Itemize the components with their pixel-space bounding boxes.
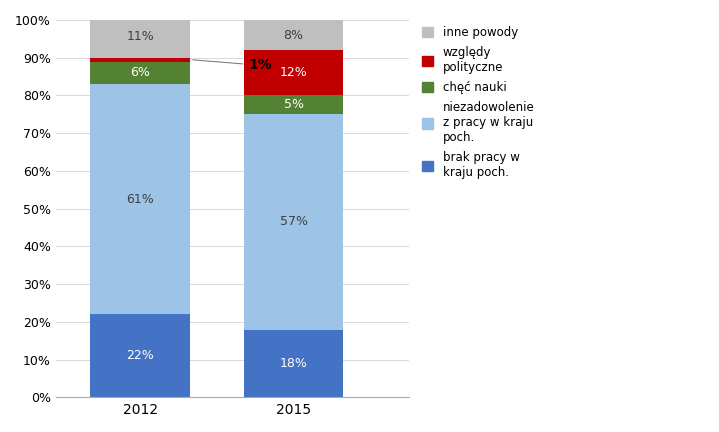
Bar bbox=[244, 50, 344, 95]
Bar bbox=[244, 330, 344, 397]
Bar bbox=[91, 16, 190, 58]
Bar bbox=[91, 58, 190, 61]
Text: 22%: 22% bbox=[127, 349, 154, 362]
Bar bbox=[91, 314, 190, 397]
Text: 12%: 12% bbox=[280, 67, 308, 79]
Text: 18%: 18% bbox=[280, 357, 308, 370]
Bar bbox=[244, 114, 344, 330]
Text: 61%: 61% bbox=[127, 193, 154, 206]
Legend: inne powody, względy
polityczne, chęć nauki, niezadowolenie
z pracy w kraju
poch: inne powody, względy polityczne, chęć na… bbox=[421, 26, 534, 179]
Bar bbox=[244, 95, 344, 114]
Text: 8%: 8% bbox=[283, 29, 303, 41]
Text: 5%: 5% bbox=[283, 98, 303, 111]
Text: 57%: 57% bbox=[280, 216, 308, 229]
Text: 6%: 6% bbox=[130, 67, 150, 79]
Text: 11%: 11% bbox=[127, 31, 154, 44]
Bar bbox=[91, 61, 190, 84]
Bar bbox=[91, 84, 190, 314]
Text: 1%: 1% bbox=[193, 58, 272, 72]
Bar bbox=[244, 20, 344, 50]
